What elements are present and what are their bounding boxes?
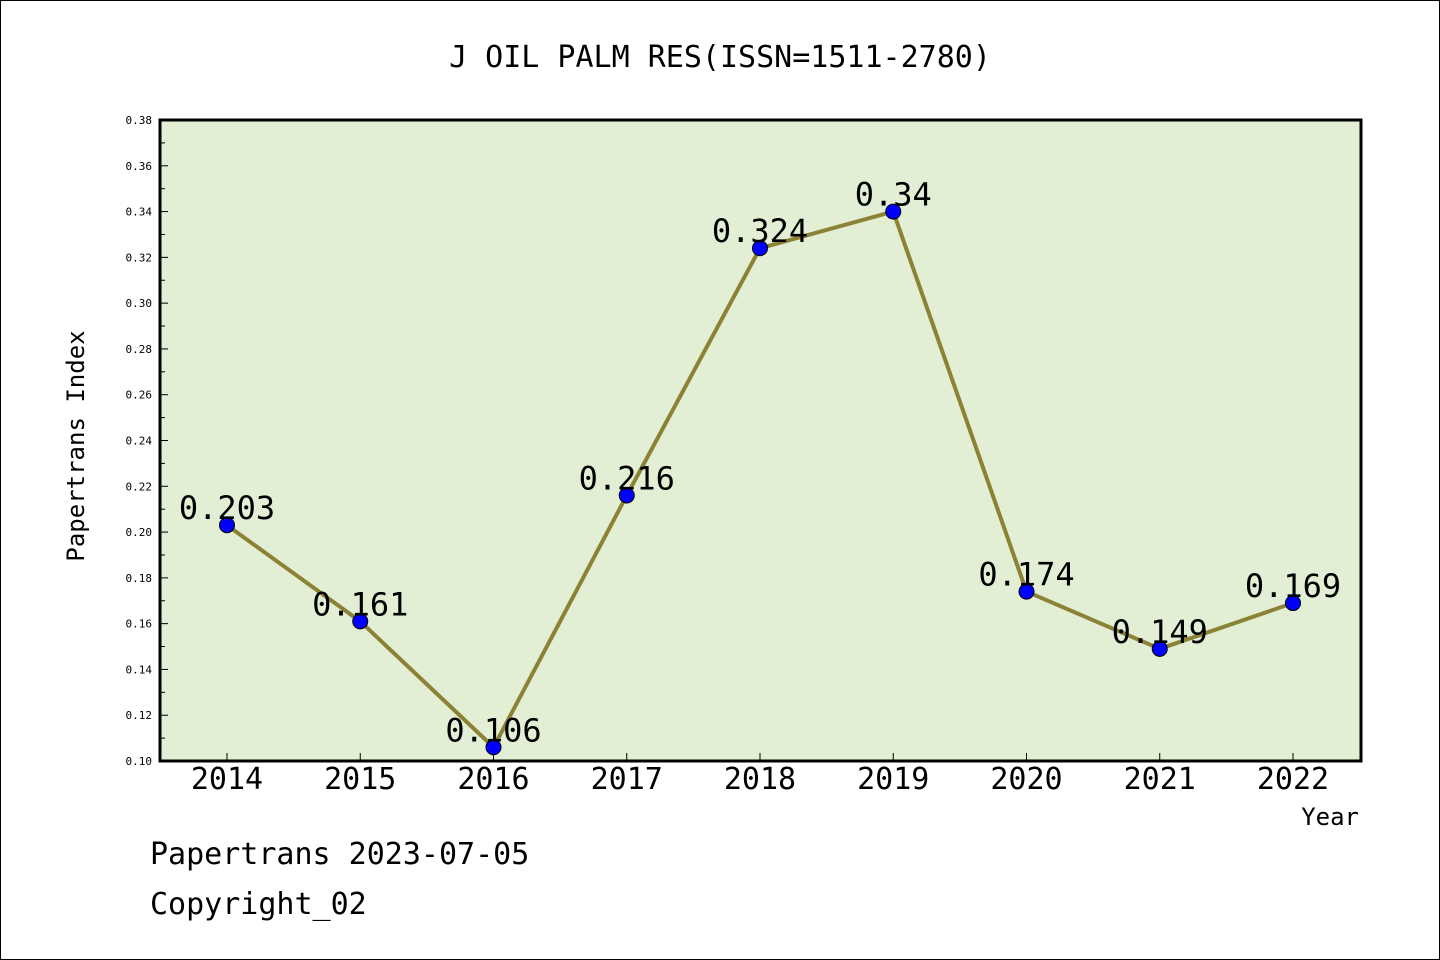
x-tick-label: 2018 xyxy=(724,762,796,797)
data-labels: 0.203 0.161 0.106 0.216 0.324 0.34 0.174 0.149 0… xyxy=(179,176,1341,750)
data-point xyxy=(1018,583,1035,600)
data-label: 0.34 xyxy=(855,176,932,214)
y-tick-label: 0.10 xyxy=(126,755,153,768)
y-tick-label: 0.26 xyxy=(126,389,153,402)
data-point xyxy=(752,240,768,257)
data-label: 0.216 xyxy=(579,459,675,497)
y-tick-label: 0.16 xyxy=(126,618,153,631)
y-tick-label: 0.22 xyxy=(126,480,153,493)
y-tick-label: 0.36 xyxy=(126,160,153,173)
y-tick-label: 0.24 xyxy=(126,435,153,448)
data-point xyxy=(1285,595,1301,612)
y-tick-label: 0.38 xyxy=(126,114,153,127)
data-label: 0.324 xyxy=(712,212,808,250)
data-point xyxy=(618,487,635,504)
y-axis-label: Papertrans Index xyxy=(62,330,90,561)
y-tick-label: 0.20 xyxy=(126,526,153,539)
data-label: 0.174 xyxy=(978,556,1074,594)
data-point xyxy=(1151,640,1168,657)
y-tick-label: 0.34 xyxy=(126,206,153,219)
data-label: 0.106 xyxy=(445,711,541,749)
x-tick-label: 2014 xyxy=(191,762,263,797)
x-tick-label: 2015 xyxy=(324,762,396,797)
data-points xyxy=(219,203,1301,756)
data-label: 0.161 xyxy=(312,585,408,623)
x-tick-label: 2020 xyxy=(990,762,1062,797)
data-point xyxy=(885,203,902,220)
y-tick-label: 0.28 xyxy=(126,343,153,356)
x-tick-label: 2021 xyxy=(1124,762,1196,797)
x-tick-label: 2017 xyxy=(591,762,663,797)
data-label: 0.203 xyxy=(179,489,275,527)
y-axis: 0.10 0.12 0.14 0.16 0.18 0.20 0.22 0.24 0.26 0.28… xyxy=(126,114,168,768)
x-axis-label: Year xyxy=(1301,803,1359,831)
y-tick-label: 0.18 xyxy=(126,572,153,585)
data-label: 0.149 xyxy=(1112,613,1208,651)
data-point xyxy=(485,739,502,756)
y-tick-label: 0.30 xyxy=(126,297,153,310)
x-tick-label: 2022 xyxy=(1257,762,1329,797)
x-axis: 2014 2015 2016 2017 2018 2019 2020 2021 2022 xyxy=(191,753,1329,797)
data-label: 0.169 xyxy=(1245,567,1341,605)
x-tick-label: 2016 xyxy=(457,762,529,797)
y-tick-label: 0.32 xyxy=(126,251,153,264)
y-tick-label: 0.14 xyxy=(126,663,153,676)
y-tick-label: 0.12 xyxy=(126,709,153,722)
data-point xyxy=(352,613,369,630)
data-point xyxy=(219,517,235,534)
chart-title: J OIL PALM RES(ISSN=1511-2780) xyxy=(449,40,991,75)
footer-copyright: Copyright_02 xyxy=(150,887,367,922)
footer-date: Papertrans 2023-07-05 xyxy=(150,837,529,872)
x-tick-label: 2019 xyxy=(857,762,929,797)
